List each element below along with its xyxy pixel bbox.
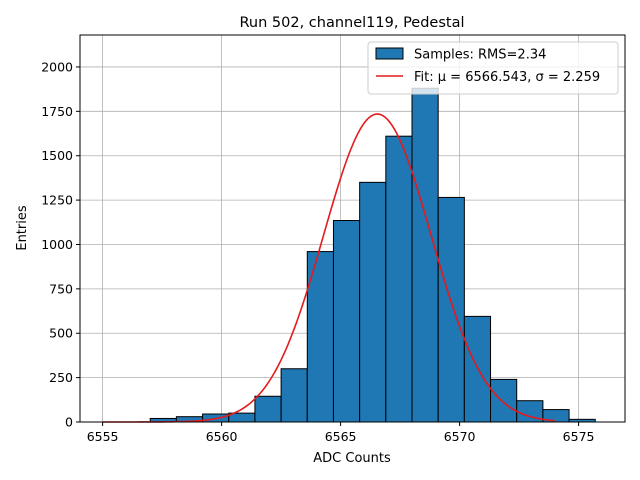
histogram-bar [254,395,282,423]
chart-title: Run 502, channel119, Pedestal [239,15,464,31]
y-tick-label: 1250 [41,193,73,208]
x-axis-ticks: 6555 6560 6565 6570 6575 [87,422,595,444]
histogram-bar [385,135,413,423]
legend-fit-prefix: Fit: [414,70,438,85]
x-tick-label: 6565 [325,429,357,444]
y-axis-label: Entries [15,205,30,251]
x-tick-label: 6570 [444,429,476,444]
y-tick-label: 2000 [41,59,73,74]
plot-frame [79,34,626,423]
x-tick-label: 6575 [563,429,595,444]
x-axis-label: ADC Counts [313,451,391,466]
x-tick-label: 6555 [87,429,119,444]
legend-swatch-samples [375,47,404,60]
histogram-bar [437,196,465,423]
histogram-bars [149,87,596,423]
y-tick-label: 500 [49,326,73,341]
legend: Samples: RMS=2.34 Fit: μ = 6566.543, σ =… [367,41,619,95]
legend-label-fit: Fit: μ = 6566.543, σ = 2.259 [414,70,600,85]
legend-fit-separator: , [527,70,535,85]
y-tick-label: 1500 [41,148,73,163]
y-tick-label: 750 [49,281,73,296]
y-tick-label: 250 [49,370,73,385]
y-axis-ticks: 0 250 500 750 1000 1250 1500 1750 2000 [41,59,80,430]
histogram-bar [359,181,387,423]
histogram-bar [490,378,518,423]
legend-fit-sigma: σ = 2.259 [536,70,601,85]
x-tick-label: 6560 [206,429,238,444]
y-tick-label: 1750 [41,104,73,119]
legend-fit-mu: μ = 6566.543 [438,70,527,85]
y-tick-label: 0 [65,415,73,430]
histogram-bar [332,220,361,423]
legend-box [367,41,619,95]
y-tick-label: 1000 [41,237,73,252]
legend-label-samples: Samples: RMS=2.34 [414,48,546,63]
histogram-bar [411,87,439,423]
histogram-bar [280,368,308,423]
